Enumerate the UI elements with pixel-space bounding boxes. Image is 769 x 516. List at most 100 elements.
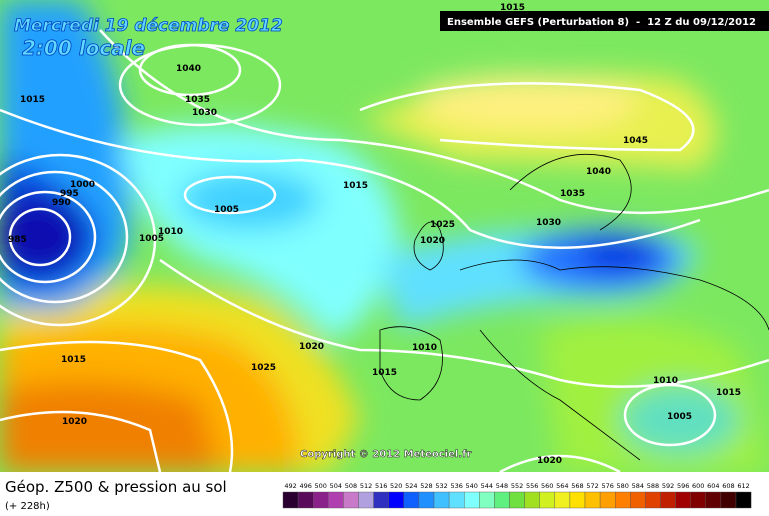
legend-value: 580 xyxy=(617,482,629,490)
footer-lead: (+ 228h) xyxy=(5,501,50,512)
legend-value: 556 xyxy=(526,482,538,490)
legend-swatch xyxy=(675,491,691,509)
legend-swatch xyxy=(433,491,450,509)
isobar-label: 995 xyxy=(60,189,79,199)
legend-swatch xyxy=(599,491,616,509)
legend-value: 576 xyxy=(601,482,613,490)
time: 2:00 locale xyxy=(22,36,145,60)
isobar-label: 1030 xyxy=(536,218,561,228)
isobar-label: 1020 xyxy=(299,342,324,352)
isobar-label: 1015 xyxy=(500,3,525,13)
isobar-label: 1010 xyxy=(412,343,437,353)
legend: 492 496 500 504 508 512 516 520 524 528 532 536 540 5… xyxy=(282,482,752,509)
legend-swatch xyxy=(313,491,329,509)
legend-value: 600 xyxy=(692,482,704,490)
legend-value: 492 xyxy=(284,482,296,490)
isobar-label: 1010 xyxy=(158,227,183,237)
legend-swatch xyxy=(539,491,556,509)
legend-value: 532 xyxy=(435,482,447,490)
legend-swatch xyxy=(464,491,480,509)
legend-value: 516 xyxy=(375,482,387,490)
legend-value: 568 xyxy=(571,482,583,490)
legend-value: 560 xyxy=(541,482,553,490)
isobar-label: 1010 xyxy=(653,376,678,386)
legend-value: 512 xyxy=(360,482,372,490)
legend-swatch xyxy=(524,491,540,509)
legend-value: 552 xyxy=(511,482,523,490)
legend-swatch xyxy=(584,491,601,509)
footer-title: Géop. Z500 & pression au sol xyxy=(5,478,227,496)
legend-swatch xyxy=(328,491,344,509)
legend-swatch xyxy=(660,491,676,509)
isobar-label: 1035 xyxy=(185,95,210,105)
legend-swatch xyxy=(569,491,586,509)
isobar-label: 1005 xyxy=(214,205,239,215)
legend-swatch xyxy=(494,491,510,509)
legend-swatch xyxy=(282,491,299,509)
isobar-label: 1025 xyxy=(251,363,276,373)
legend-value: 608 xyxy=(722,482,734,490)
legend-value: 544 xyxy=(481,482,493,490)
legend-swatch xyxy=(720,491,737,509)
isobars xyxy=(0,29,769,474)
legend-value: 596 xyxy=(677,482,689,490)
legend-swatch xyxy=(690,491,707,509)
legend-value: 496 xyxy=(299,482,311,490)
legend-swatch xyxy=(615,491,631,509)
legend-swatch xyxy=(373,491,389,509)
isobar-label: 1020 xyxy=(420,236,445,246)
isobar-label: 1015 xyxy=(716,388,741,398)
isobar-label: 1020 xyxy=(537,456,562,466)
legend-value: 536 xyxy=(450,482,462,490)
isobar-label: 1005 xyxy=(667,412,692,422)
legend-swatch xyxy=(418,491,435,509)
legend-value: 524 xyxy=(405,482,417,490)
isobar-label: 1040 xyxy=(176,64,201,74)
isobar-label: 1025 xyxy=(430,220,455,230)
isobar-label: 1015 xyxy=(372,368,397,378)
legend-value: 540 xyxy=(466,482,478,490)
legend-swatch xyxy=(705,491,722,509)
model-box xyxy=(440,11,769,31)
legend-swatch xyxy=(735,491,752,509)
isobar-label: 1020 xyxy=(62,417,87,427)
legend-value: 504 xyxy=(330,482,342,490)
legend-swatch xyxy=(403,491,420,509)
isobar-label: 1045 xyxy=(623,136,648,146)
legend-value: 592 xyxy=(662,482,674,490)
isobar-label: 985 xyxy=(8,235,27,245)
legend-swatch xyxy=(630,491,646,509)
isobar-label: 1005 xyxy=(139,234,164,244)
legend-swatch xyxy=(358,491,374,509)
legend-swatch xyxy=(448,491,465,509)
isobar-label: 1015 xyxy=(343,181,368,191)
legend-swatch xyxy=(343,491,359,509)
copyright: Copyright © 2012 Meteociel.fr xyxy=(300,449,471,460)
pressure-field xyxy=(0,0,769,472)
date: Mercredi 19 décembre 2012 xyxy=(14,16,283,36)
legend-value: 572 xyxy=(586,482,598,490)
legend-swatch xyxy=(388,491,405,509)
legend-value: 520 xyxy=(390,482,402,490)
coastlines xyxy=(379,153,769,461)
legend-value: 548 xyxy=(496,482,508,490)
legend-swatch xyxy=(645,491,661,509)
isobar-label: 1000 xyxy=(70,180,95,190)
model: Ensemble GEFS (Perturbation 8) - 12 Z du… xyxy=(447,17,756,28)
isobar-label: 1015 xyxy=(20,95,45,105)
isobar-labels: 1015 1040 1015 1035 1030 1045 1040 1000 … xyxy=(8,3,741,466)
isobar-label: 990 xyxy=(52,198,71,208)
isobar-label: 1035 xyxy=(560,189,585,199)
legend-swatch xyxy=(554,491,571,509)
legend-value: 604 xyxy=(707,482,719,490)
legend-value: 528 xyxy=(420,482,432,490)
legend-swatch xyxy=(509,491,525,509)
legend-value: 508 xyxy=(345,482,357,490)
legend-swatch xyxy=(479,491,495,509)
legend-value: 564 xyxy=(556,482,568,490)
isobar-label: 1030 xyxy=(192,108,217,118)
isobar-label: 1040 xyxy=(586,167,611,177)
legend-value: 500 xyxy=(315,482,327,490)
